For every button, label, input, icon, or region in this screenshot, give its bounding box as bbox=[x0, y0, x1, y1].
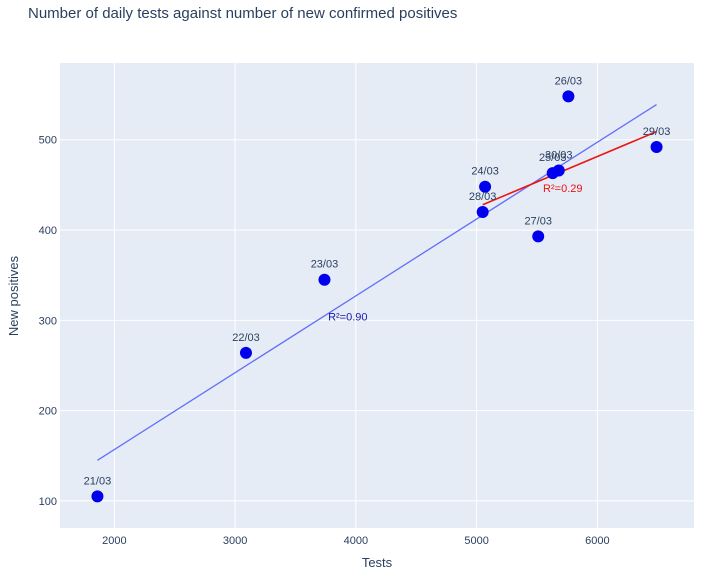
data-label: 26/03 bbox=[555, 75, 583, 87]
x-axis-title: Tests bbox=[362, 555, 393, 570]
point-labels: 21/03 22/03 23/03 24/03 25/03 26/03 27/03 28/03… bbox=[84, 75, 671, 487]
data-point bbox=[239, 346, 252, 359]
data-point bbox=[532, 230, 545, 243]
tick-labels: 2000 3000 4000 5000 6000 100 200 300 400 500 bbox=[39, 135, 610, 547]
data-point bbox=[562, 90, 575, 103]
plot-area bbox=[60, 63, 694, 528]
x-tick-label: 5000 bbox=[464, 535, 488, 547]
y-axis-title: New positives bbox=[6, 255, 21, 336]
data-label: 22/03 bbox=[232, 332, 260, 344]
data-label: 28/03 bbox=[469, 191, 497, 203]
data-label: 29/03 bbox=[643, 126, 671, 138]
y-tick-label: 200 bbox=[39, 406, 57, 418]
grid bbox=[60, 63, 694, 528]
y-tick-label: 500 bbox=[39, 135, 57, 147]
y-tick-label: 300 bbox=[39, 315, 57, 327]
data-point bbox=[650, 140, 663, 153]
data-point bbox=[552, 164, 565, 177]
trend-line bbox=[97, 103, 657, 461]
data-points bbox=[91, 90, 663, 503]
data-label: 23/03 bbox=[311, 259, 339, 271]
x-tick-label: 2000 bbox=[102, 535, 126, 547]
y-tick-label: 400 bbox=[39, 225, 57, 237]
x-tick-label: 4000 bbox=[344, 535, 368, 547]
x-tick-label: 3000 bbox=[223, 535, 247, 547]
r-squared-annotation: R²=0.90 bbox=[328, 311, 367, 323]
data-label: 30/03 bbox=[545, 149, 573, 161]
r-squared-annotation: R²=0.29 bbox=[543, 183, 582, 195]
y-tick-label: 100 bbox=[39, 496, 57, 508]
data-label: 27/03 bbox=[524, 215, 552, 227]
data-point bbox=[318, 273, 331, 286]
data-label: 25/03 bbox=[539, 152, 567, 164]
x-tick-label: 6000 bbox=[585, 535, 609, 547]
data-label: 24/03 bbox=[471, 166, 499, 178]
data-point bbox=[476, 205, 489, 218]
chart-title: Number of daily tests against number of … bbox=[28, 5, 458, 22]
trend-line bbox=[482, 130, 657, 206]
trend-lines: R²=0.90 R²=0.29 bbox=[97, 103, 657, 461]
data-point bbox=[479, 180, 492, 193]
data-label: 21/03 bbox=[84, 475, 112, 487]
data-point bbox=[91, 490, 104, 503]
